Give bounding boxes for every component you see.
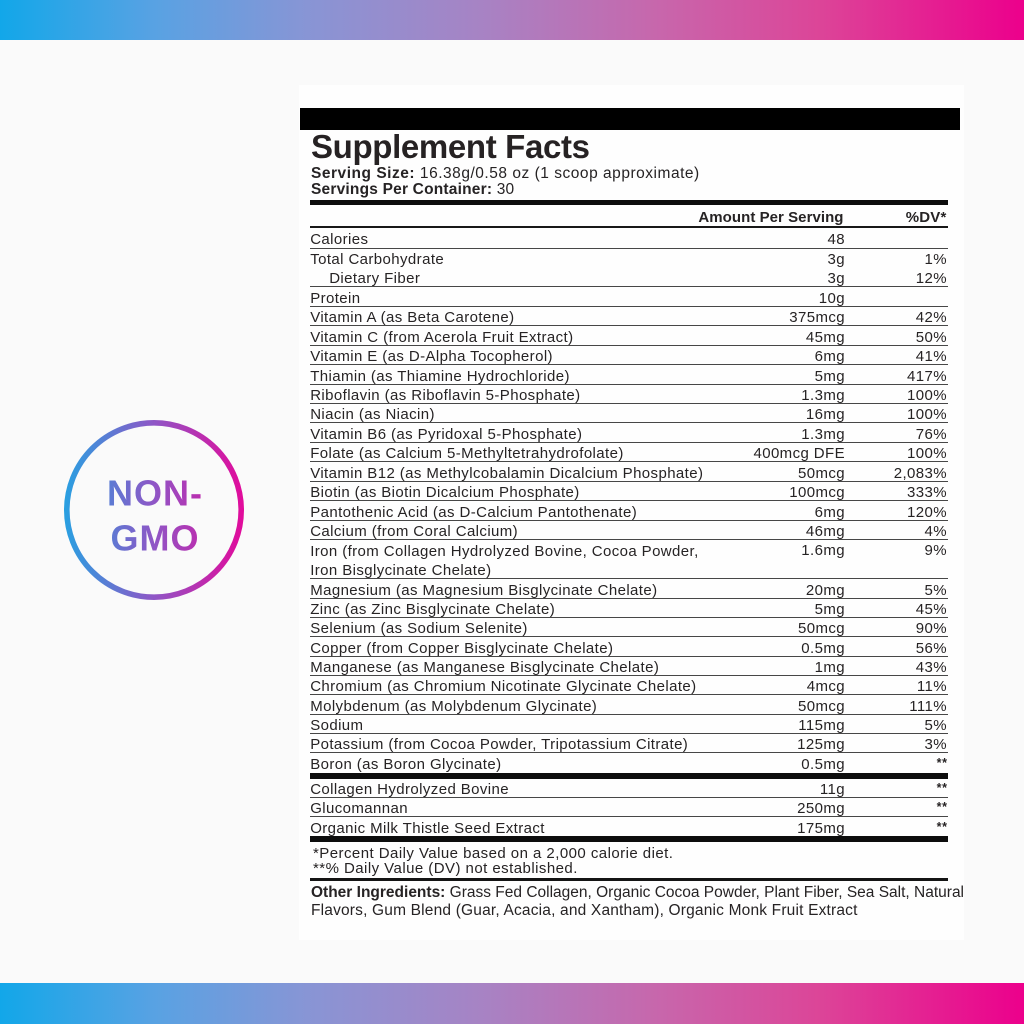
svg-text:NON-: NON-	[107, 472, 203, 513]
svg-text:GMO: GMO	[111, 517, 200, 558]
